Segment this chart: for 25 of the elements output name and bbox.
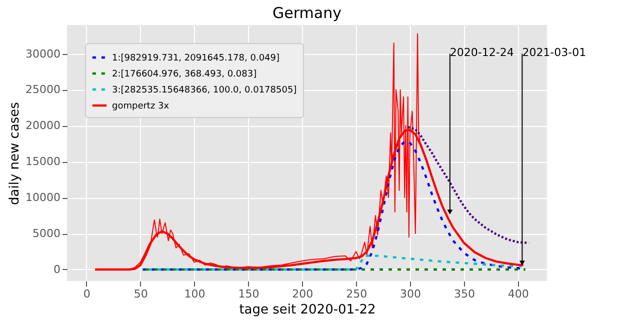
x-tick-label: 350 bbox=[454, 288, 475, 300]
y-tick-label: 30000 bbox=[26, 47, 60, 60]
legend-label: 2:[176604.976, 368.493, 0.083] bbox=[112, 70, 257, 80]
x-tick-label: 200 bbox=[292, 288, 314, 300]
x-tick-label: 300 bbox=[400, 288, 422, 300]
y-tick-label: 15000 bbox=[26, 155, 60, 168]
x-tick-label: 0 bbox=[83, 288, 90, 300]
y-axis-title: daily new cases bbox=[8, 102, 23, 205]
y-tick-label: 10000 bbox=[26, 191, 60, 204]
y-tick-label: 0 bbox=[54, 262, 60, 276]
y-tick-label: 20000 bbox=[26, 119, 60, 132]
x-tick-label: 400 bbox=[508, 288, 529, 300]
x-axis-title: tage seit 2020-01-22 bbox=[239, 302, 376, 318]
y-tick-label: 25000 bbox=[26, 83, 60, 96]
x-tick-label: 100 bbox=[184, 288, 206, 300]
x-tick-label: 250 bbox=[346, 288, 368, 300]
legend-label: gompertz 3x bbox=[112, 102, 170, 112]
annotation: 2020-12-24 bbox=[450, 46, 514, 59]
chart-title: Germany bbox=[272, 4, 342, 22]
x-tick-label: 150 bbox=[238, 288, 260, 300]
x-tick-label: 50 bbox=[134, 288, 148, 300]
legend-label: 3:[282535.15648366, 100.0, 0.0178505] bbox=[112, 86, 297, 96]
annotation: 2021-03-01 bbox=[522, 46, 586, 59]
y-tick-label: 5000 bbox=[32, 227, 60, 240]
legend-label: 1:[982919.731, 2091645.178, 0.049] bbox=[112, 54, 280, 64]
